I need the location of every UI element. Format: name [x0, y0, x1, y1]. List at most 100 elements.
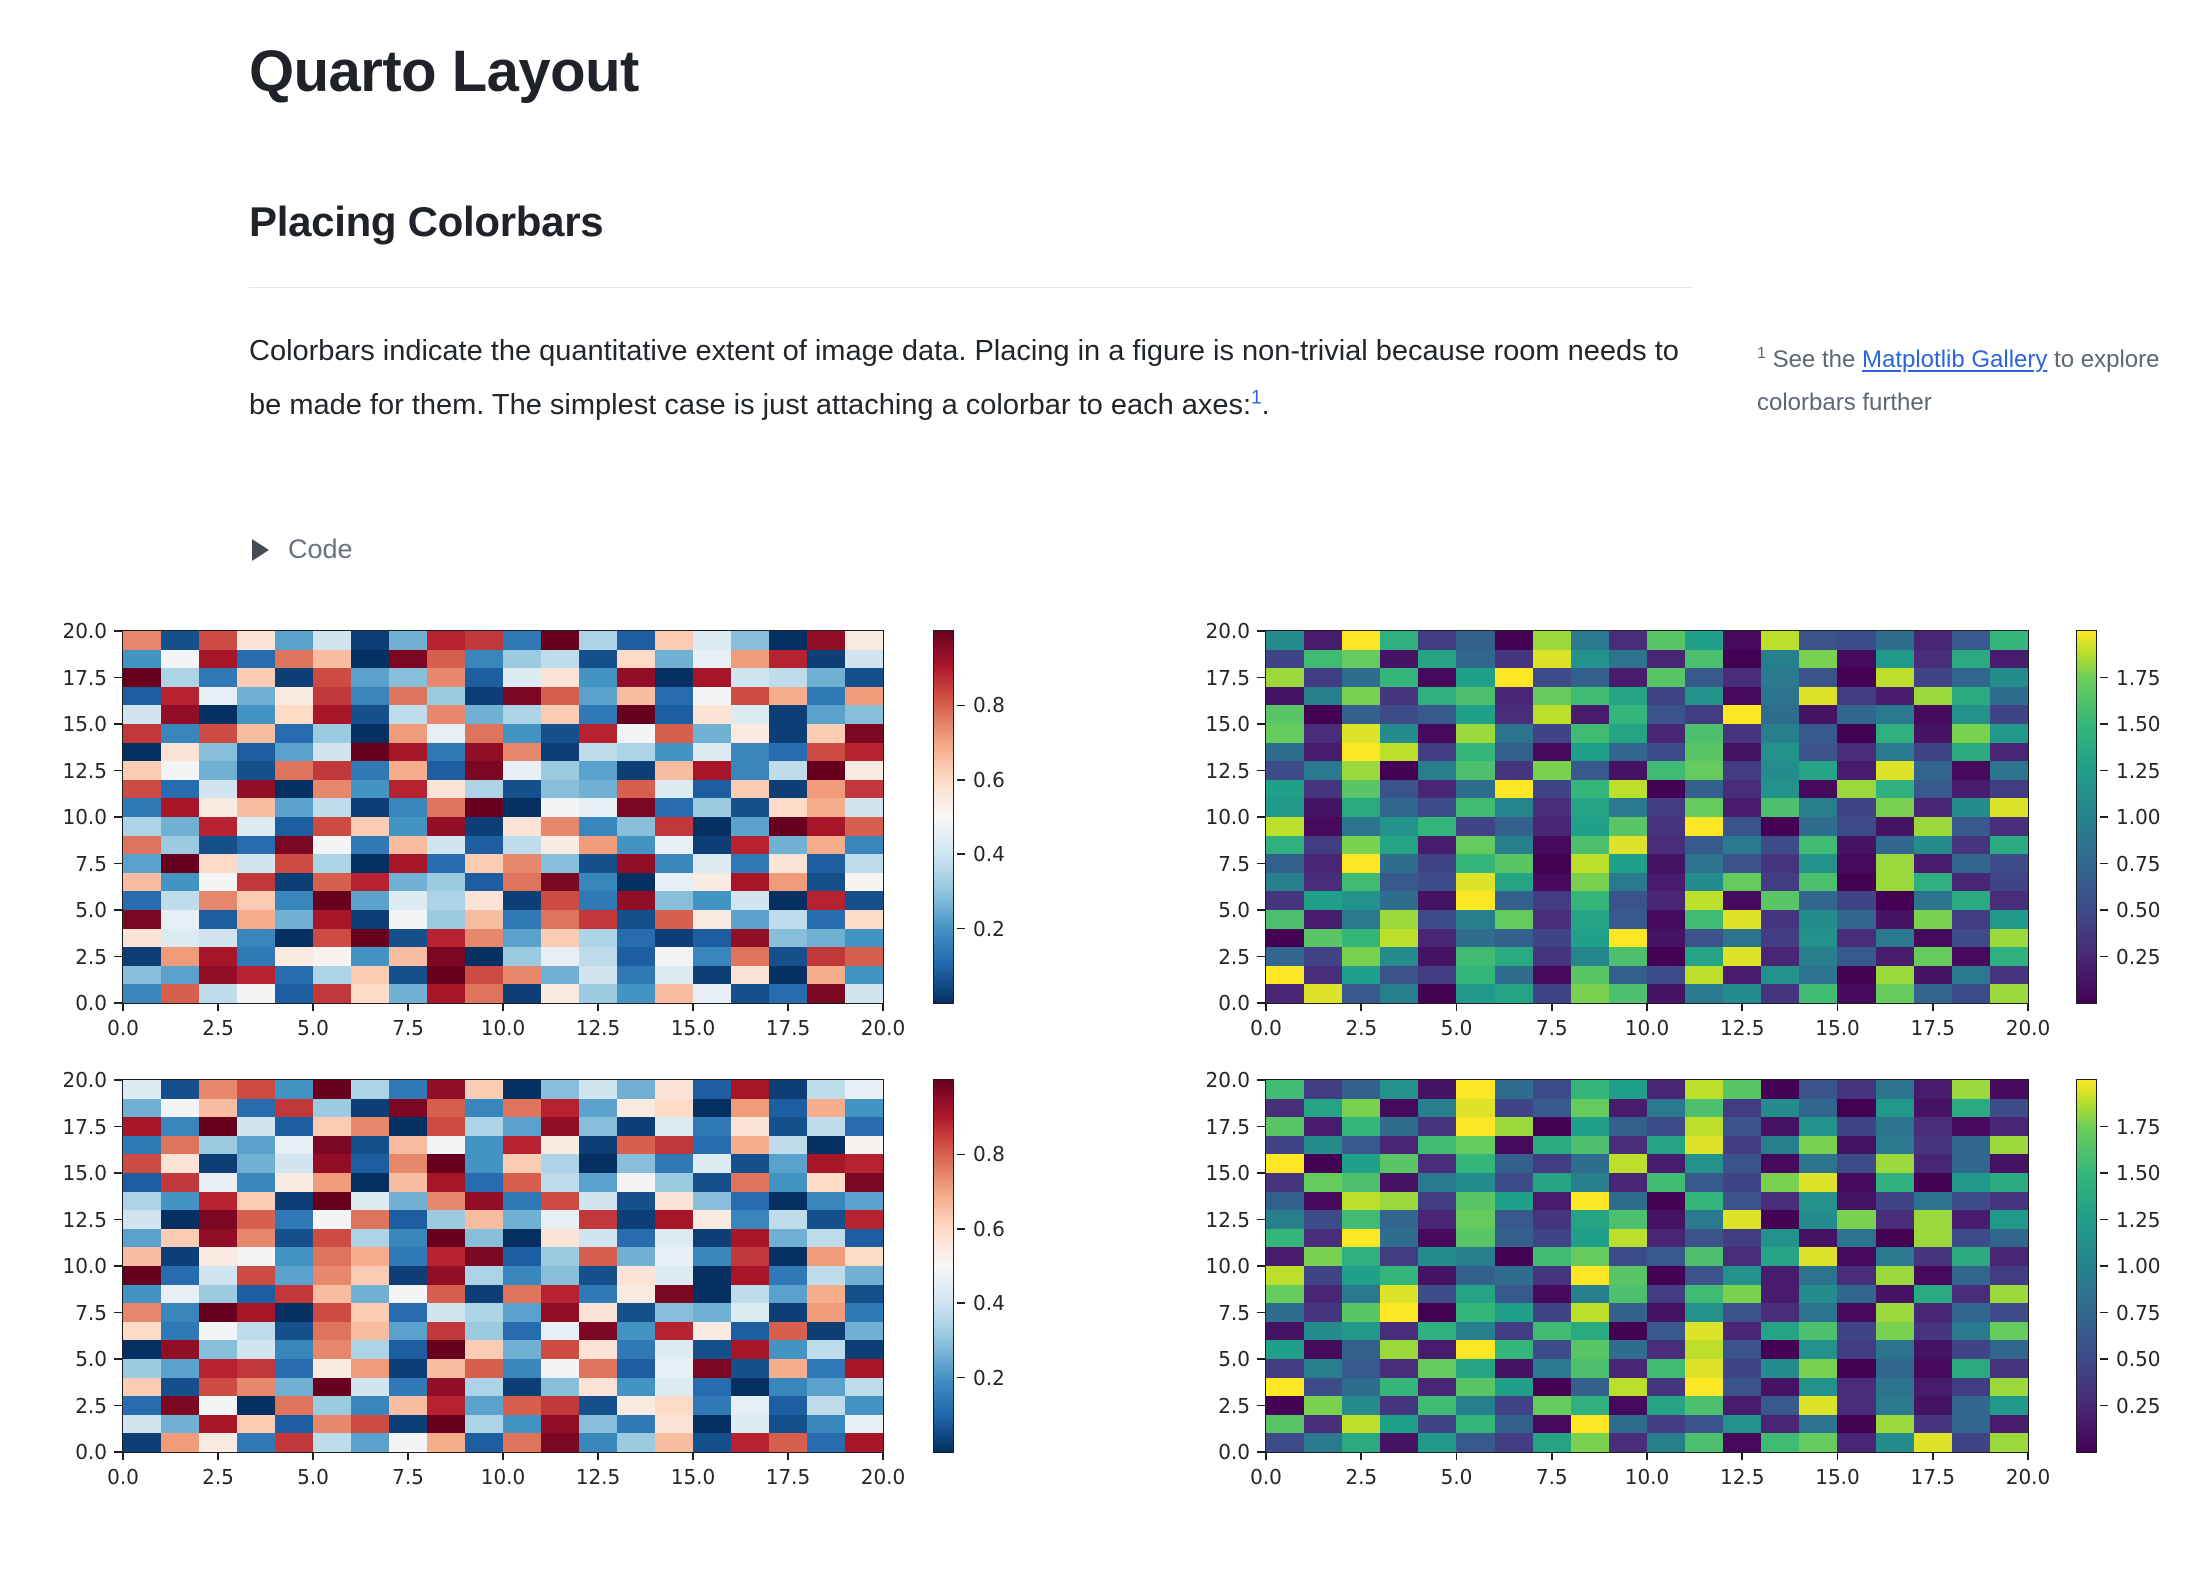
x-tick-label: 10.0 — [1624, 1016, 1670, 1040]
y-tick-label: 10.0 — [62, 805, 107, 829]
x-tick-label: 17.5 — [1910, 1465, 1956, 1489]
y-tick-label: 15.0 — [62, 1161, 107, 1185]
y-tick-label: 20.0 — [62, 619, 107, 643]
x-tick-label: 10.0 — [1624, 1465, 1670, 1489]
x-tick-label: 5.0 — [297, 1465, 329, 1489]
x-tick-label: 5.0 — [1440, 1016, 1473, 1040]
heatmap-plot-bottom-right: 20.0 17.5 15.0 12.5 10.0 7.5 5.0 2.5 0.0 0.0 2.5 5.… — [1205, 1068, 2160, 1489]
y-tick-label: 17.5 — [62, 665, 107, 690]
y-tick-label: 2.5 — [75, 944, 107, 969]
heatmap-plot-top-right: 20.0 17.5 15.0 12.5 10.0 7.5 5.0 2.5 0.0 0.0 2.5 5.… — [1205, 619, 2160, 1040]
page-title: Quarto Layout — [249, 39, 639, 104]
colorbar-tick-label: 0.6 — [973, 767, 1005, 792]
y-tick-label: 12.5 — [1205, 1207, 1250, 1232]
colorbar-tick-label: 0.4 — [973, 842, 1005, 867]
x-tick-label: 20.0 — [2005, 1465, 2051, 1489]
footnote-reference-link[interactable]: 1 — [1251, 387, 1262, 409]
x-tick-label: 2.5 — [1345, 1016, 1378, 1040]
disclosure-triangle-icon — [252, 538, 269, 561]
intro-paragraph: Colorbars indicate the quantitative exte… — [249, 324, 1709, 432]
y-tick-label: 12.5 — [62, 1207, 107, 1232]
x-tick-label: 2.5 — [202, 1016, 234, 1040]
colorbar — [933, 629, 954, 1004]
colorbar-tick-label: 0.75 — [2116, 851, 2161, 876]
y-tick-label: 5.0 — [1218, 898, 1250, 922]
margin-footnote: 1 See the Matplotlib Gallery to explore … — [1757, 338, 2172, 424]
colorbar-tick-label: 1.75 — [2116, 665, 2161, 690]
colorbar-tick-label: 1.00 — [2116, 805, 2161, 829]
colorbar-tick-label: 1.25 — [2116, 758, 2161, 783]
colorbar-tick-label: 0.75 — [2116, 1300, 2161, 1325]
y-tick-label: 7.5 — [75, 851, 107, 876]
x-tick-label: 20.0 — [860, 1465, 906, 1489]
y-tick-label: 15.0 — [62, 712, 107, 736]
heatmap-cells — [1266, 631, 2028, 1003]
y-tick-label: 15.0 — [1205, 1161, 1250, 1185]
x-tick-label: 5.0 — [1440, 1465, 1473, 1489]
colorbar-tick-label: 0.6 — [973, 1216, 1005, 1241]
colorbar-tick-label: 1.75 — [2116, 1114, 2161, 1139]
heatmap-cells — [123, 1080, 883, 1452]
y-tick-label: 12.5 — [1205, 758, 1250, 783]
y-tick-label: 12.5 — [62, 758, 107, 783]
y-tick-label: 17.5 — [1205, 1114, 1250, 1139]
x-tick-label: 5.0 — [297, 1016, 329, 1040]
colorbar-tick-label: 1.00 — [2116, 1254, 2161, 1278]
x-tick-label: 2.5 — [202, 1465, 234, 1489]
x-tick-label: 15.0 — [670, 1465, 716, 1489]
colorbar-tick-label: 0.25 — [2116, 1393, 2161, 1418]
x-tick-label: 2.5 — [1345, 1465, 1378, 1489]
y-tick-label: 17.5 — [1205, 665, 1250, 690]
y-tick-label: 20.0 — [62, 1068, 107, 1092]
y-tick-label: 2.5 — [1218, 1393, 1250, 1418]
heatmap-cells — [1266, 1080, 2028, 1452]
y-tick-label: 2.5 — [1218, 944, 1250, 969]
paragraph-period: . — [1261, 389, 1270, 421]
x-tick-label: 15.0 — [670, 1016, 716, 1040]
colorbar-tick-label: 0.4 — [973, 1291, 1005, 1316]
colorbar-tick-label: 1.25 — [2116, 1207, 2161, 1232]
y-tick-label: 5.0 — [1218, 1347, 1250, 1371]
colorbar-tick-label: 0.2 — [973, 916, 1005, 941]
x-tick-label: 0.0 — [1250, 1465, 1282, 1489]
code-fold-toggle[interactable]: Code — [252, 534, 353, 565]
matplotlib-gallery-link[interactable]: Matplotlib Gallery — [1861, 346, 2048, 373]
footnote-text-before: See the — [1765, 346, 1862, 373]
x-tick-label: 17.5 — [765, 1465, 811, 1489]
x-tick-label: 12.5 — [1719, 1465, 1765, 1489]
y-tick-label: 10.0 — [1205, 805, 1250, 829]
x-tick-label: 15.0 — [1815, 1465, 1860, 1489]
section-divider — [249, 287, 1692, 288]
x-tick-label: 12.5 — [1719, 1016, 1765, 1040]
x-tick-label: 7.5 — [1535, 1016, 1568, 1040]
y-tick-label: 5.0 — [75, 1347, 107, 1371]
x-tick-label: 0.0 — [107, 1016, 139, 1040]
y-tick-label: 5.0 — [75, 898, 107, 922]
heatmap-cells — [123, 631, 883, 1003]
paragraph-text: Colorbars indicate the quantitative exte… — [249, 335, 1679, 421]
colorbar-tick-label: 0.8 — [973, 1142, 1005, 1167]
x-tick-label: 15.0 — [1815, 1016, 1860, 1040]
x-tick-label: 7.5 — [392, 1465, 424, 1489]
x-tick-label: 12.5 — [575, 1016, 621, 1040]
footnote-number: 1 — [1757, 345, 1766, 362]
x-tick-label: 20.0 — [860, 1016, 906, 1040]
y-tick-label: 0.0 — [1218, 1440, 1250, 1464]
colorbar-tick-label: 0.2 — [973, 1365, 1005, 1390]
y-tick-label: 10.0 — [62, 1254, 107, 1278]
heatmap-plot-top-left: 20.0 17.5 15.0 12.5 10.0 7.5 5.0 2.5 0.0 0.0 2.5 5.… — [62, 619, 1004, 1040]
x-tick-label: 12.5 — [575, 1465, 621, 1489]
colorbar-tick-label: 0.8 — [973, 693, 1005, 718]
y-tick-label: 0.0 — [75, 991, 107, 1015]
colorbar-tick-label: 0.50 — [2116, 898, 2161, 922]
colorbar-tick-label: 1.50 — [2116, 712, 2161, 736]
x-tick-label: 10.0 — [480, 1465, 526, 1489]
colorbar — [933, 1078, 954, 1453]
x-tick-label: 10.0 — [480, 1016, 526, 1040]
x-tick-label: 20.0 — [2005, 1016, 2051, 1040]
section-heading: Placing Colorbars — [249, 198, 604, 245]
colorbar — [2076, 1078, 2097, 1453]
x-tick-label: 0.0 — [1250, 1016, 1282, 1040]
y-tick-label: 0.0 — [1218, 991, 1250, 1015]
x-tick-label: 0.0 — [107, 1465, 139, 1489]
